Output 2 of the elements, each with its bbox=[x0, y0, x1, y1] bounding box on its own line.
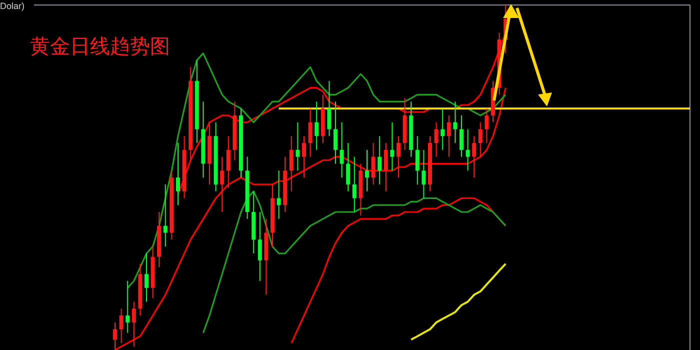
annotation: Dolar) bbox=[0, 1, 25, 11]
title: 黄金日线趋势图 bbox=[30, 34, 170, 58]
